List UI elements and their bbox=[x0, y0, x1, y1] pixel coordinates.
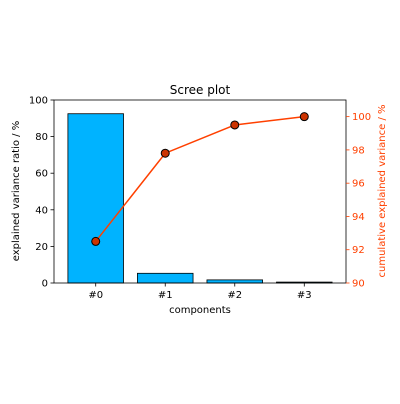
cumulative-point-2 bbox=[230, 120, 240, 130]
cumulative-point-3 bbox=[299, 112, 309, 122]
cumulative-point-0 bbox=[91, 236, 101, 246]
chart-title: Scree plot bbox=[170, 83, 231, 97]
y-left-tick-label-5: 100 bbox=[29, 96, 48, 107]
plot-frame bbox=[53, 99, 347, 284]
y-right-tick-label-5: 100 bbox=[352, 112, 371, 123]
x-tick-label-0: #0 bbox=[88, 290, 103, 301]
y-axis-left-label: explained variance ratio / % bbox=[11, 121, 22, 261]
x-tick-label-1: #1 bbox=[158, 290, 173, 301]
bar-2 bbox=[206, 279, 263, 284]
y-right-tick-label-4: 98 bbox=[352, 145, 365, 156]
y-axis-right-label: cumulative explained variance / % bbox=[377, 105, 388, 278]
cumulative-line bbox=[95, 115, 305, 242]
y-left-tick-label-4: 80 bbox=[35, 132, 48, 143]
y-right-tick-label-2: 94 bbox=[352, 212, 365, 223]
y-right-tick-label-0: 90 bbox=[352, 279, 365, 290]
y-left-tick-label-0: 0 bbox=[42, 279, 48, 290]
y-left-tick-label-1: 20 bbox=[35, 242, 48, 253]
x-tick-label-2: #2 bbox=[227, 290, 242, 301]
y-left-tick-label-3: 60 bbox=[35, 169, 48, 180]
cumulative-point-1 bbox=[160, 148, 170, 158]
x-tick-label-3: #3 bbox=[297, 290, 312, 301]
bar-0 bbox=[67, 113, 124, 284]
y-right-tick-label-1: 92 bbox=[352, 245, 365, 256]
y-right-tick-label-3: 96 bbox=[352, 179, 365, 190]
x-axis-label: components bbox=[169, 305, 231, 316]
bar-1 bbox=[137, 272, 194, 284]
y-left-tick-label-2: 40 bbox=[35, 205, 48, 216]
